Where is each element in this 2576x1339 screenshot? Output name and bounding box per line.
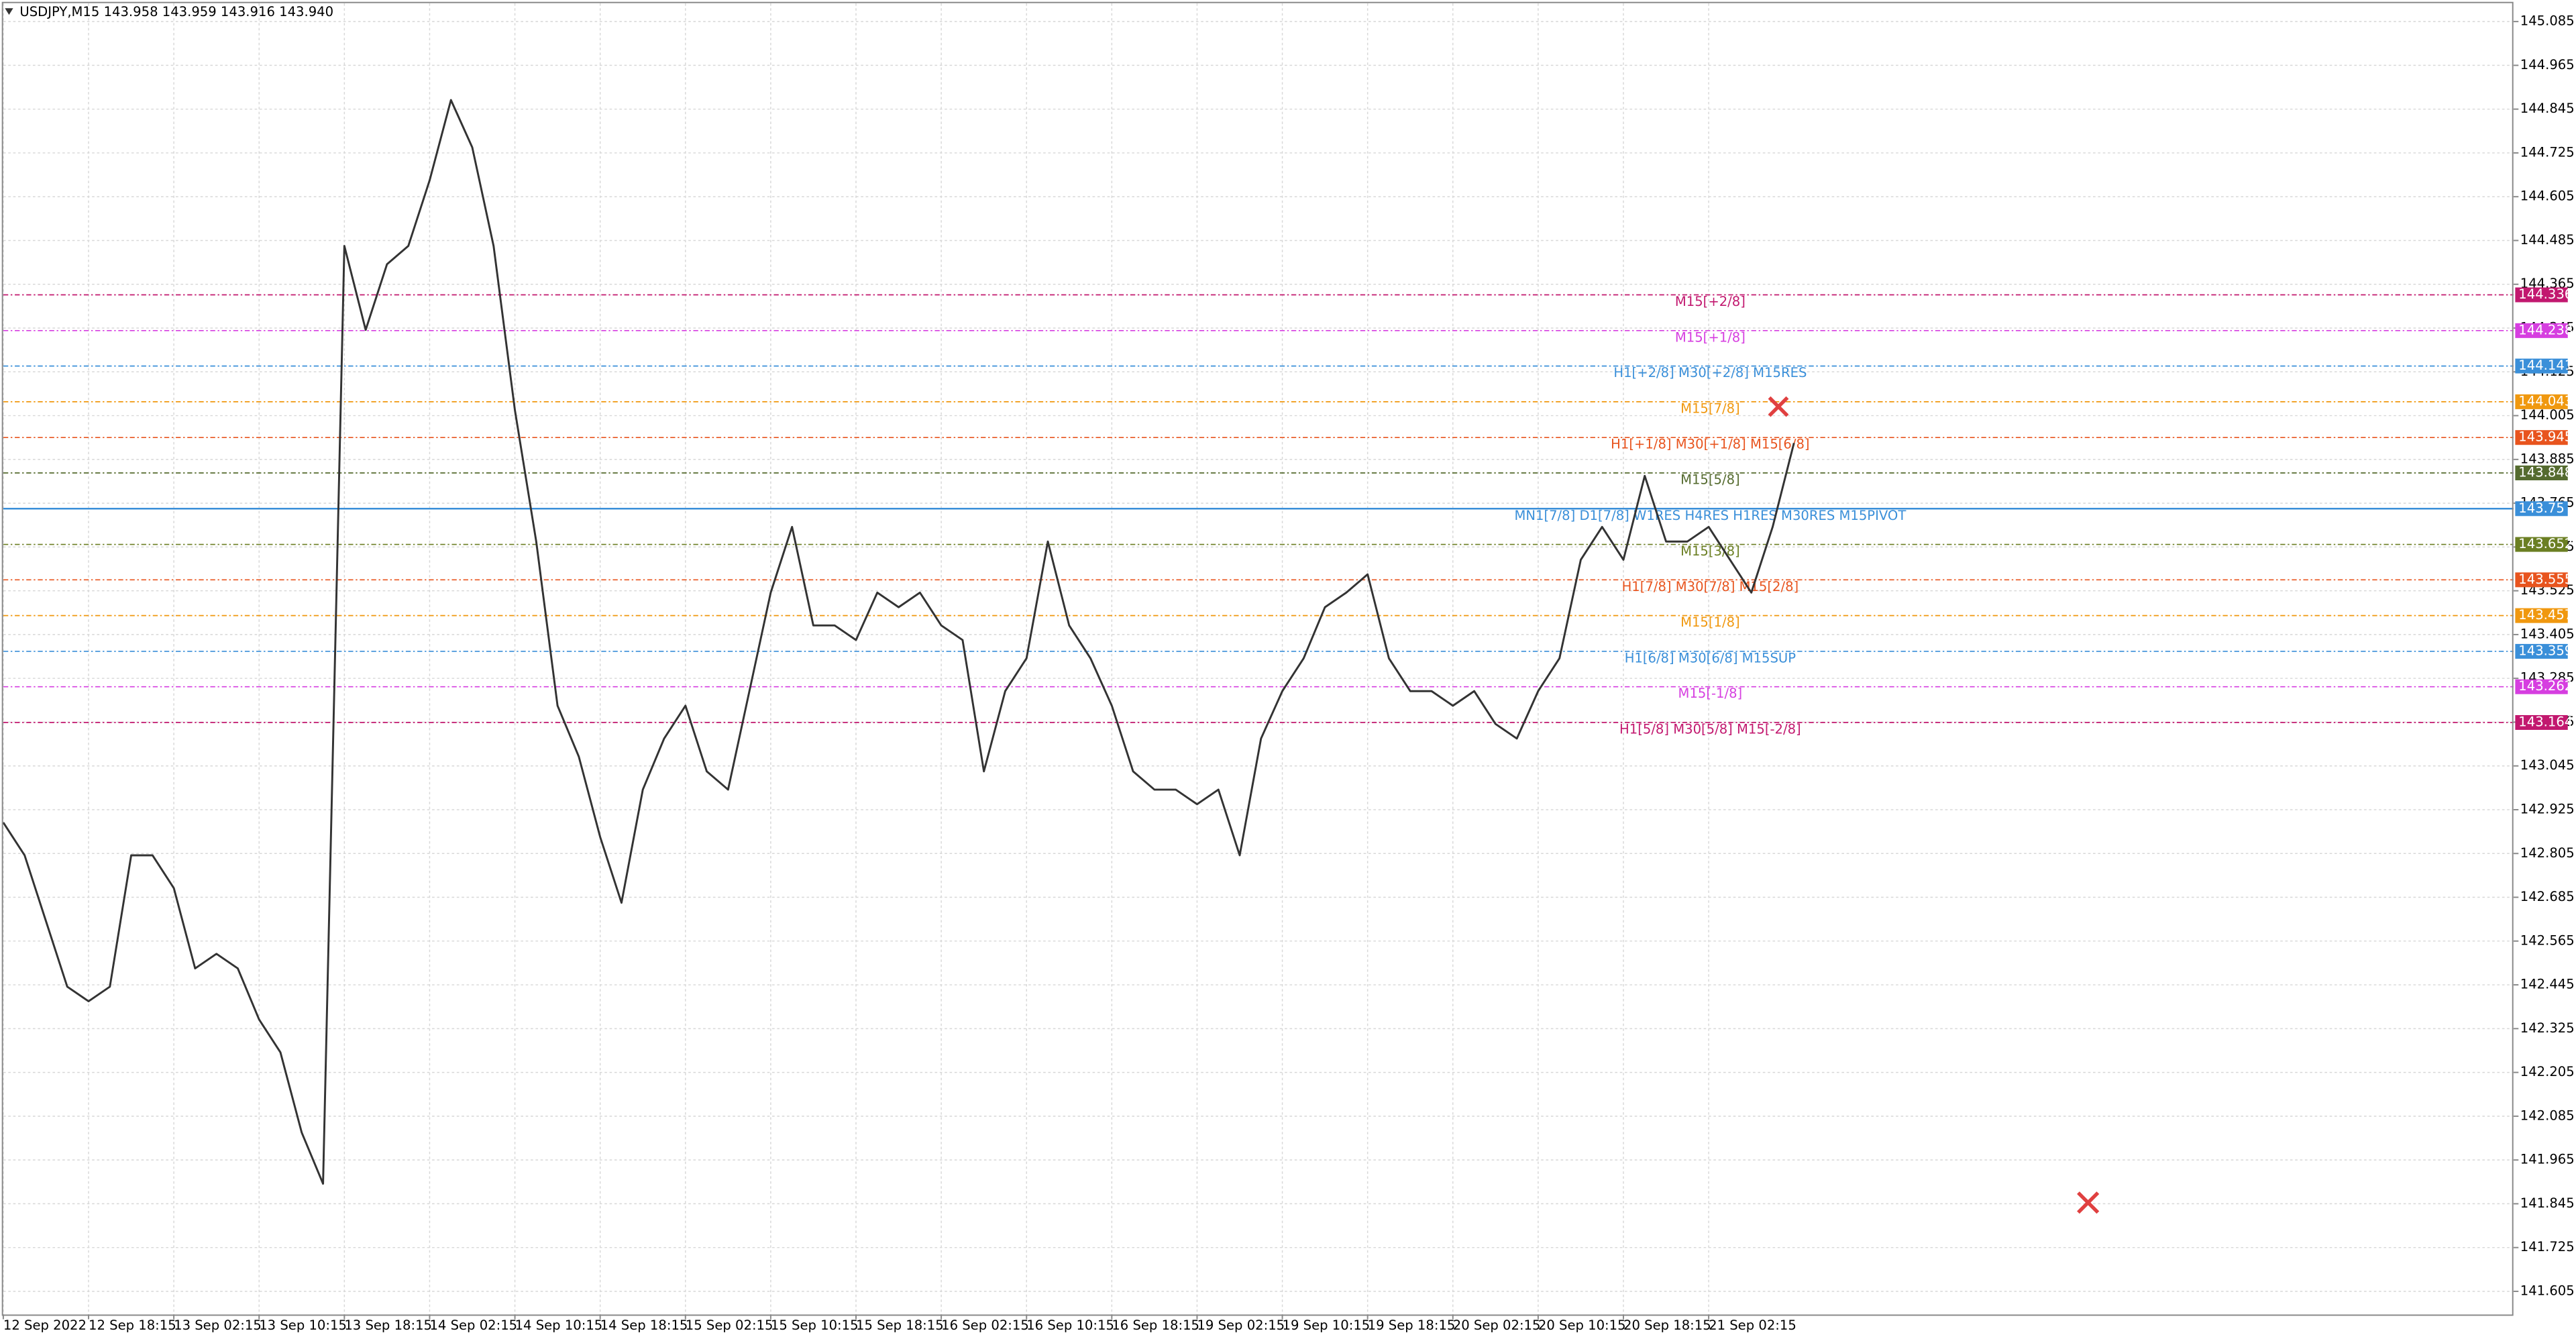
level-label: M15[+1/8]	[1675, 329, 1746, 345]
price-tag	[2515, 358, 2568, 374]
price-tag-label: 143.457	[2518, 607, 2573, 623]
price-tag	[2515, 323, 2568, 338]
x-tick-label: 12 Sep 18:15	[89, 1318, 176, 1333]
x-tick-label: 20 Sep 10:15	[1538, 1318, 1626, 1333]
y-tick-label: 142.565	[2520, 932, 2575, 948]
x-tick-label: 15 Sep 02:15	[686, 1318, 773, 1333]
y-tick-label: 144.485	[2520, 232, 2575, 248]
y-tick-label: 143.045	[2520, 757, 2575, 773]
x-tick-label: 15 Sep 18:15	[856, 1318, 944, 1333]
price-tag	[2515, 287, 2568, 303]
levels: M15[+2/8] M15[+1/8] H1[+2/8] M30[+2/8] M15…	[3, 294, 2514, 737]
menu-triangle[interactable]	[5, 8, 13, 15]
price-tag	[2515, 430, 2568, 445]
chart-title: USDJPY,M15 143.958 143.959 143.916 143.9…	[19, 4, 333, 19]
level-label: H1[+1/8] M30[+1/8] M15[6/8]	[1611, 437, 1809, 452]
y-tick-label: 144.845	[2520, 101, 2575, 116]
level-label: M15[5/8]	[1680, 472, 1740, 487]
y-tick-label: 142.205	[2520, 1064, 2575, 1079]
x-tick-label: 16 Sep 10:15	[1026, 1318, 1114, 1333]
x-tick-label: 20 Sep 18:15	[1623, 1318, 1711, 1333]
y-tick-label: 144.605	[2520, 189, 2575, 204]
x-tick-label: 12 Sep 2022	[3, 1318, 87, 1333]
marker	[1768, 396, 1789, 417]
price-tag	[2515, 465, 2568, 480]
price-tag-label: 143.262	[2518, 678, 2573, 694]
x-tick-label: 16 Sep 02:15	[941, 1318, 1029, 1333]
price-tag-label: 143.555	[2518, 572, 2573, 587]
price-tag-label: 143.164	[2518, 714, 2573, 729]
y-tick-label: 142.445	[2520, 977, 2575, 992]
price-tag-label: 144.043	[2518, 393, 2573, 409]
y-tick-label: 141.725	[2520, 1239, 2575, 1254]
plot-frame	[1, 1, 2514, 1316]
y-tick-label: 144.005	[2520, 407, 2575, 423]
price-tag	[2515, 394, 2568, 409]
level-label: M15[-1/8]	[1678, 686, 1743, 701]
price-tag-label: 144.141	[2518, 358, 2573, 373]
price-tag-label: 144.336	[2518, 286, 2573, 302]
level-label: H1[6/8] M30[6/8] M15SUP	[1625, 650, 1796, 665]
price	[2, 99, 1795, 1185]
x-tick-label: 14 Sep 18:15	[600, 1318, 688, 1333]
price-tag-label: 143.75	[2518, 500, 2565, 516]
level-label: M15[1/8]	[1680, 614, 1740, 630]
y-tick-label: 141.845	[2520, 1195, 2575, 1211]
x-tick-label: 13 Sep 18:15	[344, 1318, 432, 1333]
level-label: MN1[7/8] D1[7/8] W1RES H4RES H1RES M30RE…	[1514, 508, 1907, 523]
price-tag	[2515, 608, 2568, 623]
y-tick-label: 142.085	[2520, 1108, 2575, 1123]
y-tick-label: 142.805	[2520, 845, 2575, 861]
y-tick-label: 142.925	[2520, 801, 2575, 816]
x-tick-label: 19 Sep 18:15	[1368, 1318, 1456, 1333]
x-tick-label: 13 Sep 02:15	[174, 1318, 262, 1333]
grid	[3, 3, 2514, 1315]
price-tag	[2515, 714, 2568, 731]
y-tick-label: 142.325	[2520, 1020, 2575, 1036]
price-line	[2, 99, 1795, 1185]
level-label: M15[3/8]	[1680, 543, 1740, 559]
x-tick-label: 13 Sep 10:15	[259, 1318, 347, 1333]
x-tick-label: 14 Sep 02:15	[429, 1318, 517, 1333]
x-tick-label: 19 Sep 10:15	[1283, 1318, 1371, 1333]
level-label: H1[+2/8] M30[+2/8] M15RES	[1613, 365, 1807, 380]
price-tag-label: 143.359	[2518, 643, 2573, 658]
x-tick-label: 16 Sep 18:15	[1112, 1318, 1199, 1333]
y-tick-label: 144.725	[2520, 144, 2575, 160]
level-label: M15[7/8]	[1680, 400, 1740, 416]
y-tick-label: 145.085	[2520, 13, 2575, 29]
y-tick-label: 144.965	[2520, 57, 2575, 72]
level-label: H1[5/8] M30[5/8] M15[-2/8]	[1619, 722, 1801, 737]
price-tag	[2515, 572, 2568, 588]
x-tick-label: 20 Sep 02:15	[1453, 1318, 1541, 1333]
marker	[2077, 1191, 2100, 1214]
price-tag-label: 143.945	[2518, 429, 2573, 445]
y-tick-label: 141.965	[2520, 1152, 2575, 1167]
price-tag-label: 143.848	[2518, 464, 2573, 480]
price-tag	[2515, 537, 2568, 552]
x-tick-label: 14 Sep 10:15	[515, 1318, 603, 1333]
y-tick-label: 141.605	[2520, 1283, 2575, 1298]
x-tick-label: 19 Sep 02:15	[1197, 1318, 1285, 1333]
y-tick-label: 143.405	[2520, 626, 2575, 641]
price-tag	[2515, 501, 2568, 517]
level-label: H1[7/8] M30[7/8] M15[2/8]	[1622, 579, 1799, 594]
price-tag	[2515, 643, 2568, 659]
level-label: M15[+2/8]	[1675, 294, 1746, 309]
price-tag-label: 144.238	[2518, 322, 2573, 337]
price-tag	[2515, 679, 2568, 694]
axes: 141.605 141.725 141.845 141.965 142.085 142.2…	[2, 13, 2575, 1333]
x-tick-label: 15 Sep 10:15	[771, 1318, 859, 1333]
price-tag-label: 143.652	[2518, 536, 2573, 551]
x-tick-label: 21 Sep 02:15	[1709, 1318, 1796, 1333]
y-tick-label: 143.885	[2520, 451, 2575, 466]
y-tick-label: 142.685	[2520, 889, 2575, 904]
y-tick-label: 144.365	[2520, 276, 2575, 291]
